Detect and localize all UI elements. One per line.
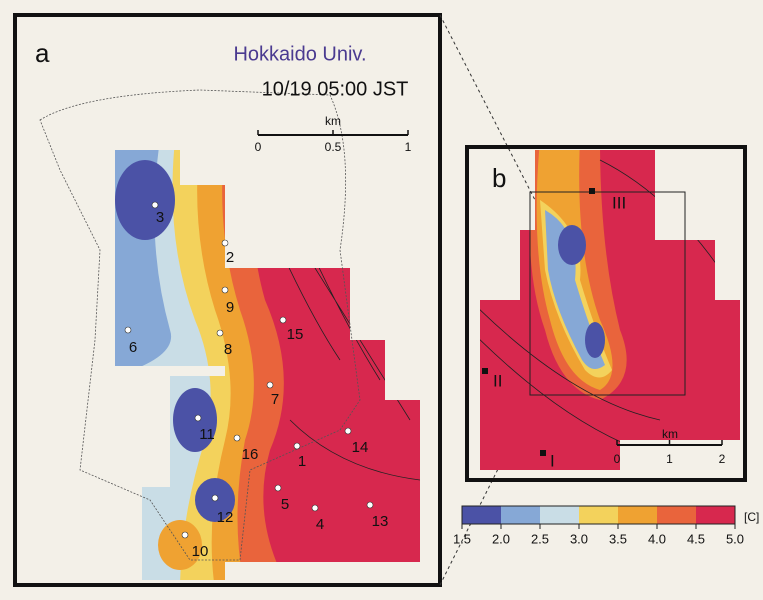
colorbar-swatch — [462, 506, 501, 524]
station — [211, 494, 219, 502]
site-marker — [589, 188, 595, 194]
station — [221, 239, 229, 247]
scale-label: 0 — [255, 140, 262, 154]
panel-label: b — [492, 163, 506, 193]
station — [344, 427, 352, 435]
station-label: 9 — [226, 299, 234, 316]
scale-unit: km — [662, 427, 678, 441]
scale-label: 2 — [719, 452, 726, 466]
frame-b — [465, 145, 747, 482]
site-label: III — [612, 193, 626, 212]
station — [311, 504, 319, 512]
colorbar-label: 3.5 — [609, 531, 627, 546]
station-label: 11 — [199, 426, 215, 443]
coastline — [39, 89, 361, 561]
site-marker — [482, 368, 488, 374]
colorbar-label: 5.0 — [726, 531, 744, 546]
colorbar-swatch — [501, 506, 540, 524]
station-label: 10 — [192, 543, 209, 560]
inset-box — [529, 191, 686, 396]
station-label: 14 — [352, 439, 369, 456]
colorbar-frame — [461, 505, 736, 525]
station — [194, 414, 202, 422]
colorbar-swatch — [540, 506, 579, 524]
station — [221, 286, 229, 294]
station — [366, 501, 374, 509]
site-label: I — [550, 451, 555, 470]
station-label: 12 — [217, 509, 234, 526]
station-label: 16 — [242, 446, 259, 463]
scale-label: 1 — [405, 140, 412, 154]
colorbar-label: 4.0 — [648, 531, 666, 546]
colorbar-label: 3.0 — [570, 531, 588, 546]
station — [124, 326, 132, 334]
site-marker — [540, 450, 546, 456]
station — [279, 316, 287, 324]
station-label: 13 — [372, 513, 389, 530]
station — [233, 434, 241, 442]
station-label: 5 — [281, 496, 289, 513]
scale-label: 0.5 — [325, 140, 342, 154]
station — [266, 381, 274, 389]
colorbar-swatch — [657, 506, 696, 524]
colorbar-swatch — [579, 506, 618, 524]
colorbar-swatch — [696, 506, 735, 524]
station-label: 4 — [316, 516, 324, 533]
station — [274, 484, 282, 492]
site-label: II — [493, 371, 502, 390]
colorbar-unit: [C] — [744, 510, 759, 524]
station — [293, 442, 301, 450]
station-label: 7 — [271, 391, 279, 408]
scale-unit: km — [325, 114, 341, 128]
station-label: 1 — [298, 453, 306, 470]
station-label: 15 — [287, 326, 304, 343]
station — [151, 201, 159, 209]
station — [181, 531, 189, 539]
station-label: 8 — [224, 341, 232, 358]
colorbar-label: 2.5 — [531, 531, 549, 546]
title: Hokkaido Univ. — [233, 43, 366, 65]
station-label: 2 — [226, 249, 234, 266]
colorbar-label: 4.5 — [687, 531, 705, 546]
colorbar-swatch — [618, 506, 657, 524]
scale-label: 0 — [614, 452, 621, 466]
timestamp: 10/19 05:00 JST — [262, 78, 409, 100]
station-label: 3 — [156, 209, 164, 226]
colorbar-label: 2.0 — [492, 531, 510, 546]
frame-a — [13, 13, 442, 587]
panel-label: a — [35, 38, 50, 68]
connector — [439, 14, 536, 201]
scale-label: 1 — [666, 452, 673, 466]
colorbar-label: 1.5 — [453, 531, 471, 546]
station-label: 6 — [129, 339, 137, 356]
station — [216, 329, 224, 337]
